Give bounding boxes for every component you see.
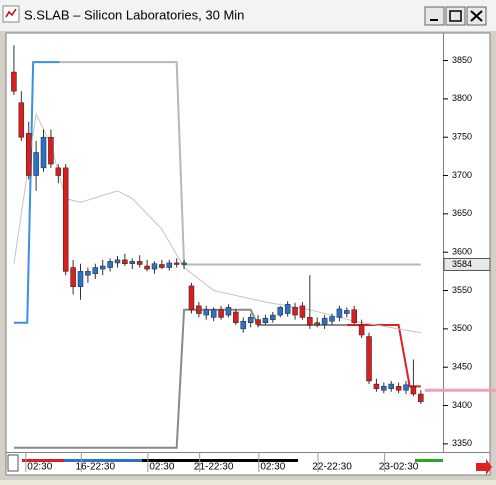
session-strip bbox=[22, 459, 64, 462]
indicator-line bbox=[59, 61, 421, 266]
candle-body bbox=[218, 309, 224, 318]
x-tick-label: 16-22:30 bbox=[76, 462, 116, 473]
candle-body bbox=[166, 262, 173, 268]
indicator-line bbox=[13, 61, 60, 324]
candle-body bbox=[33, 152, 39, 176]
minimize-button[interactable] bbox=[424, 6, 445, 26]
candle-body bbox=[373, 383, 380, 389]
candle-body bbox=[92, 267, 99, 274]
candle-body bbox=[70, 267, 76, 287]
candle-body bbox=[270, 314, 276, 320]
y-tick-label: 3800 bbox=[452, 93, 472, 103]
y-tick-label: 3400 bbox=[452, 400, 472, 410]
candle-body bbox=[181, 262, 187, 265]
candle-body bbox=[25, 133, 32, 176]
candle-body bbox=[40, 136, 47, 169]
x-tick-label: 02:30 bbox=[260, 462, 285, 473]
candle-body bbox=[196, 305, 202, 314]
indicator-line bbox=[13, 308, 347, 449]
x-tick-label: 21-22:30 bbox=[194, 462, 234, 473]
candle-body bbox=[107, 261, 113, 268]
candle-body bbox=[358, 324, 365, 336]
candle-body bbox=[277, 307, 283, 316]
candle-body bbox=[240, 320, 247, 330]
candle-body bbox=[55, 167, 62, 176]
scroll-box[interactable] bbox=[7, 454, 19, 472]
candle-body bbox=[247, 317, 254, 323]
candle-body bbox=[233, 311, 239, 323]
candle-body bbox=[122, 259, 128, 264]
candle-body bbox=[299, 305, 306, 318]
candle-body bbox=[418, 393, 424, 402]
maximize-glyph bbox=[449, 10, 462, 22]
y-tick-label: 3700 bbox=[452, 170, 472, 180]
window-title: S.SLAB – Silicon Laboratories, 30 Min bbox=[24, 7, 244, 22]
candle-body bbox=[151, 263, 158, 270]
maximize-button[interactable] bbox=[445, 6, 466, 26]
candle-body bbox=[344, 310, 350, 314]
title-bar bbox=[0, 0, 496, 31]
chart-panel bbox=[5, 32, 491, 476]
candle-body bbox=[188, 285, 195, 310]
y-tick-label: 3650 bbox=[452, 208, 472, 218]
candle-body bbox=[262, 317, 269, 323]
session-strip bbox=[142, 459, 298, 462]
candle-body bbox=[210, 309, 217, 318]
candle-body bbox=[114, 259, 121, 264]
last-price-box bbox=[443, 257, 491, 271]
x-tick-label: 23-02:30 bbox=[379, 462, 419, 473]
candle-body bbox=[366, 336, 372, 382]
candle-body bbox=[388, 383, 394, 389]
candle-body bbox=[292, 307, 298, 316]
minimize-box[interactable] bbox=[424, 6, 445, 26]
y-tick-label: 3750 bbox=[452, 132, 472, 142]
scroll-arrow[interactable] bbox=[476, 459, 492, 475]
candle-body bbox=[144, 265, 150, 270]
candle-body bbox=[336, 308, 343, 318]
candle-body bbox=[136, 261, 143, 265]
close-button[interactable] bbox=[466, 6, 487, 26]
candle-body bbox=[173, 262, 180, 265]
x-tick-label: 02:30 bbox=[149, 462, 174, 473]
window-icon-glyph bbox=[5, 8, 17, 18]
candle-body bbox=[18, 102, 25, 138]
candle-body bbox=[99, 265, 106, 270]
candle-body bbox=[403, 384, 409, 391]
candle-body bbox=[11, 71, 17, 92]
y-tick-label: 3550 bbox=[452, 285, 472, 295]
x-tick-label: 02:30 bbox=[27, 462, 52, 473]
y-tick-label: 3850 bbox=[452, 55, 472, 65]
session-strip bbox=[64, 459, 142, 462]
candle-body bbox=[159, 264, 165, 268]
last-price-label: 3584 bbox=[452, 259, 472, 269]
y-tick-label: 3600 bbox=[452, 247, 472, 257]
candle-body bbox=[255, 319, 261, 325]
candle-body bbox=[48, 136, 54, 165]
candle-body bbox=[203, 309, 210, 316]
candle-body bbox=[381, 386, 387, 391]
candle-body bbox=[307, 317, 313, 326]
candle-body bbox=[85, 271, 91, 276]
candle-body bbox=[129, 261, 136, 264]
session-strip bbox=[415, 459, 443, 462]
minimize-glyph bbox=[430, 19, 438, 21]
close-glyph bbox=[470, 10, 483, 22]
candle-body bbox=[329, 316, 335, 322]
y-tick-label: 3350 bbox=[452, 438, 472, 448]
candle-body bbox=[284, 304, 291, 314]
candle-body bbox=[225, 307, 232, 316]
y-tick-label: 3450 bbox=[452, 362, 472, 372]
y-tick-label: 3500 bbox=[452, 323, 472, 333]
candle-body bbox=[314, 322, 320, 326]
candle-body bbox=[395, 386, 402, 391]
x-tick-label: 22-22:30 bbox=[312, 462, 352, 473]
maximize-box[interactable] bbox=[445, 6, 466, 26]
candle-body bbox=[321, 317, 328, 325]
candle-body bbox=[410, 386, 417, 395]
candle-body bbox=[351, 309, 357, 323]
candle-body bbox=[77, 271, 84, 287]
candle-body bbox=[62, 167, 69, 272]
